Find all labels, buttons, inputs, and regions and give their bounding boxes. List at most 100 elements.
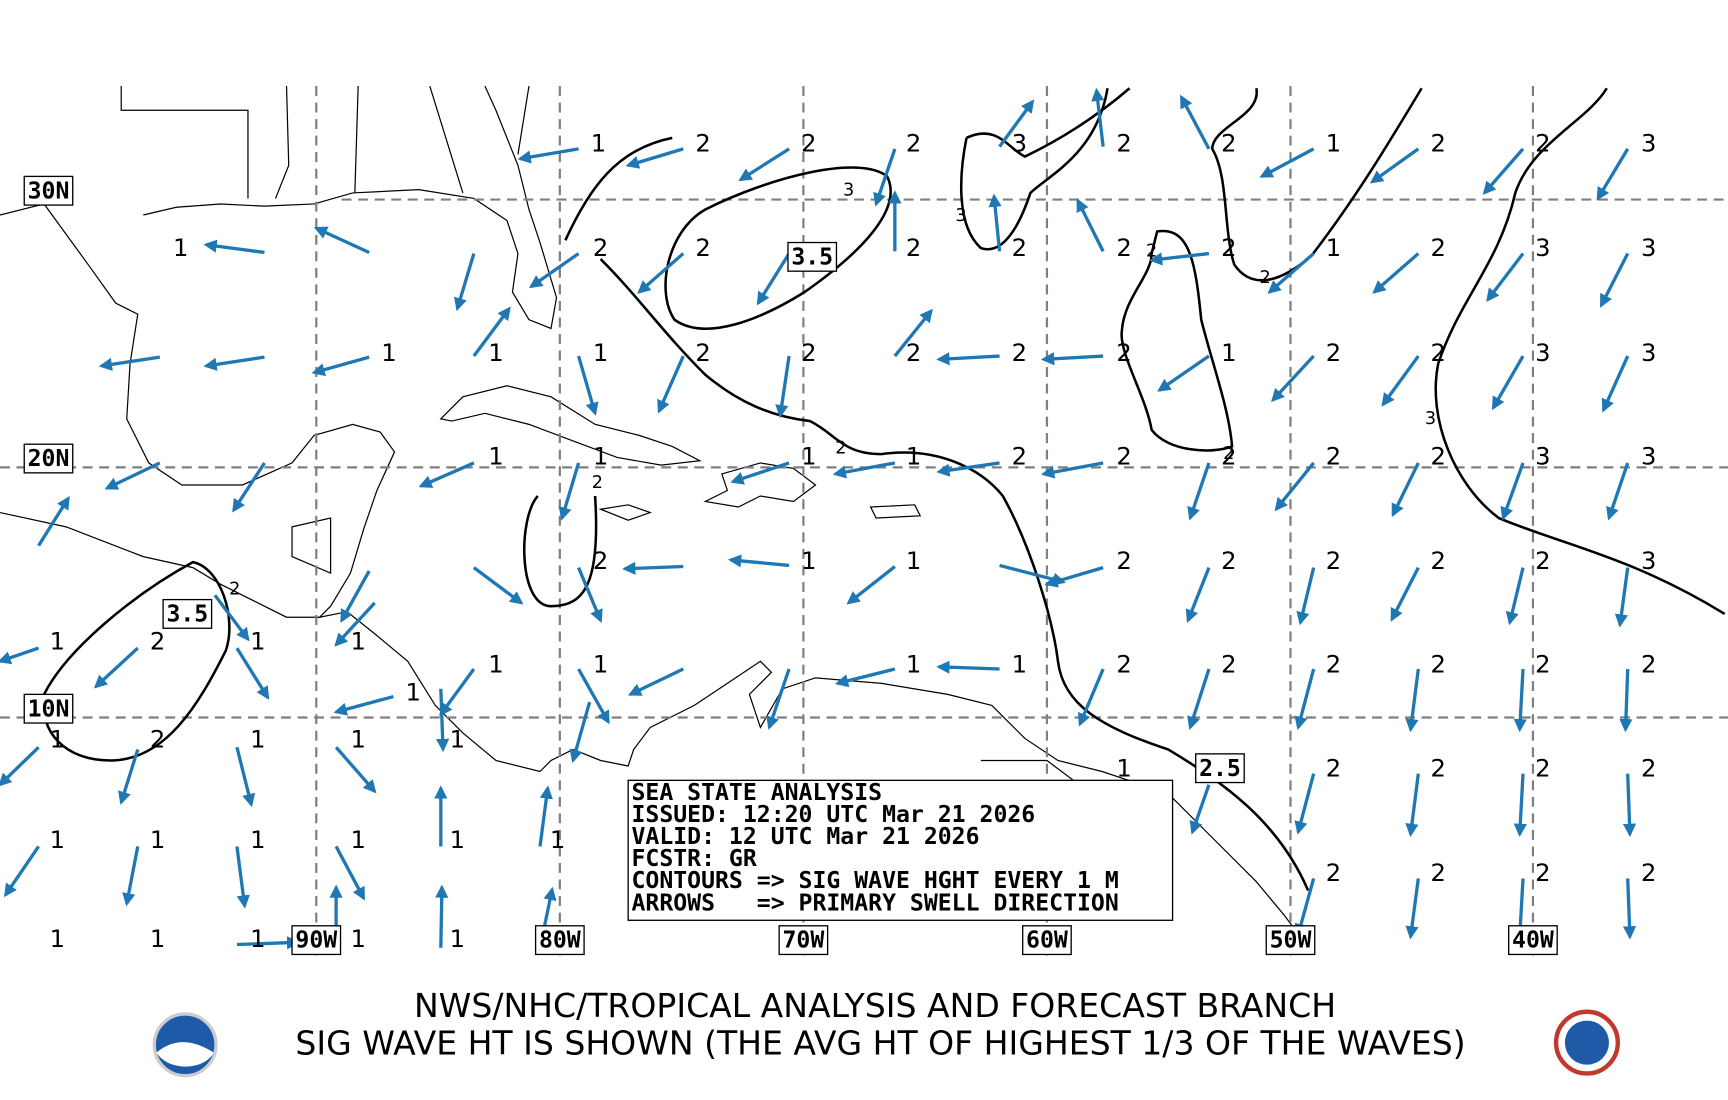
- swell-arrow: [104, 461, 161, 490]
- swell-arrow: [657, 355, 685, 414]
- wave-height: 2: [1116, 233, 1131, 262]
- swell-arrow: [1271, 354, 1315, 403]
- swell-arrow: [538, 785, 553, 847]
- wave-height: 1: [173, 233, 188, 262]
- swell-arrow: [1179, 94, 1211, 150]
- swell-arrow: [1076, 198, 1105, 253]
- wave-height: 2: [1116, 128, 1131, 157]
- wave-height: 2: [695, 233, 710, 262]
- wave-height: 2: [1430, 441, 1445, 470]
- contour-label: 2: [1223, 444, 1234, 464]
- wave-height: 2: [1430, 546, 1445, 575]
- swell-arrow: [1294, 773, 1316, 835]
- contour-boxed-label-box: [162, 598, 213, 629]
- wave-height: 2: [1012, 338, 1027, 367]
- swell-arrow: [936, 461, 1000, 477]
- longitude-label: 90W: [295, 928, 337, 954]
- swell-arrow: [1274, 461, 1315, 512]
- wave-height: 1: [1326, 233, 1341, 262]
- wave-height: 2: [1326, 753, 1341, 782]
- longitude-label: 50W: [1270, 928, 1312, 954]
- contour-label: 2: [592, 473, 603, 493]
- swell-arrow: [203, 239, 265, 255]
- swell-arrow: [1044, 566, 1104, 588]
- wave-height: 2: [1012, 441, 1027, 470]
- wave-height: 2: [1326, 546, 1341, 575]
- swell-arrow: [1390, 566, 1420, 622]
- swell-arrow: [203, 355, 265, 371]
- wave-height: 2: [1221, 233, 1236, 262]
- wave-height: 3: [1535, 441, 1550, 470]
- wave-height: 1: [906, 546, 921, 575]
- swell-arrow: [730, 461, 790, 485]
- swell-arrow: [439, 668, 476, 717]
- wave-height: 1: [350, 627, 365, 656]
- wave-height: 1: [450, 725, 465, 754]
- swell-arrow: [1619, 668, 1633, 733]
- swell-arrow: [472, 306, 511, 358]
- wave-height: 1: [250, 725, 265, 754]
- swell-arrow: [517, 147, 579, 164]
- swell-arrow: [1405, 878, 1420, 940]
- wave-height: 2: [1221, 546, 1236, 575]
- swell-arrow: [1189, 784, 1211, 835]
- info-line: CONTOURS => SIG WAVE HGHT EVERY 1 M: [631, 868, 1118, 894]
- swell-arrow: [334, 746, 377, 794]
- swell-arrow: [235, 647, 270, 700]
- swell-arrow: [627, 667, 684, 696]
- swell-arrow: [1267, 252, 1315, 294]
- wave-height: 1: [450, 924, 465, 953]
- swell-arrow: [334, 845, 366, 901]
- wave-height: 2: [1430, 858, 1445, 887]
- info-line: VALID: 12 UTC Mar 21 2026: [631, 824, 979, 850]
- swell-arrow: [738, 147, 790, 182]
- wave-height: 3: [1641, 233, 1656, 262]
- swell-arrow: [529, 252, 580, 289]
- swell-arrow: [1491, 355, 1525, 411]
- contour-boxed-label-box: [787, 241, 838, 272]
- swell-arrow: [311, 355, 370, 377]
- wave-height-labels: 1 2 2 2 3 2 2 1 2 2 31 2 2 2 2 2 2 1 2 3 31 1 1 2 2 2 2 2 1 2 2 3 31 1 1 1 2…: [50, 128, 1657, 953]
- wave-height: 2: [1641, 858, 1656, 887]
- swell-arrow: [436, 688, 450, 753]
- contour-label: 3: [843, 181, 854, 201]
- wave-height: 2: [1430, 753, 1445, 782]
- contours: [42, 87, 1726, 892]
- swell-arrow: [893, 308, 933, 358]
- wave-height: 1: [250, 924, 265, 953]
- swell-arrow: [236, 936, 301, 950]
- contour-label: 2: [835, 439, 846, 459]
- swell-arrow: [558, 462, 581, 521]
- swell-arrow: [1259, 147, 1315, 178]
- info-line: ISSUED: 12:20 UTC Mar 21 2026: [631, 802, 1035, 828]
- wave-height: 2: [1326, 650, 1341, 679]
- contour-boxed-label: 3.5: [791, 244, 833, 270]
- swell-arrows: [0, 87, 1637, 950]
- info-box: [627, 779, 1174, 921]
- latitude-label-box: [23, 443, 74, 474]
- latitude-label: 10N: [28, 696, 70, 722]
- latitude-label: 20N: [28, 446, 70, 472]
- wave-height: 1: [1012, 650, 1027, 679]
- swell-arrow: [1486, 252, 1525, 302]
- latitude-label-box: [23, 693, 74, 724]
- footer-line1: NWS/NHC/TROPICAL ANALYSIS AND FORECAST B…: [414, 986, 1336, 1025]
- wave-height: 2: [593, 233, 608, 262]
- swell-arrow: [1513, 773, 1527, 837]
- swell-arrow: [832, 461, 896, 479]
- swell-arrow: [1405, 773, 1420, 837]
- wave-height: 2: [1221, 650, 1236, 679]
- swell-arrow: [1187, 462, 1211, 521]
- swell-arrow: [577, 566, 603, 623]
- wave-height: 3: [1535, 338, 1550, 367]
- swell-arrow: [340, 570, 371, 623]
- latitude-label: 30N: [28, 178, 70, 204]
- wave-height: 2: [801, 338, 816, 367]
- wave-height: 1: [550, 825, 565, 854]
- swell-arrow: [766, 668, 791, 730]
- swell-arrow: [1381, 355, 1420, 407]
- longitude-label: 70W: [782, 928, 824, 954]
- contour-label: 2: [1146, 241, 1157, 261]
